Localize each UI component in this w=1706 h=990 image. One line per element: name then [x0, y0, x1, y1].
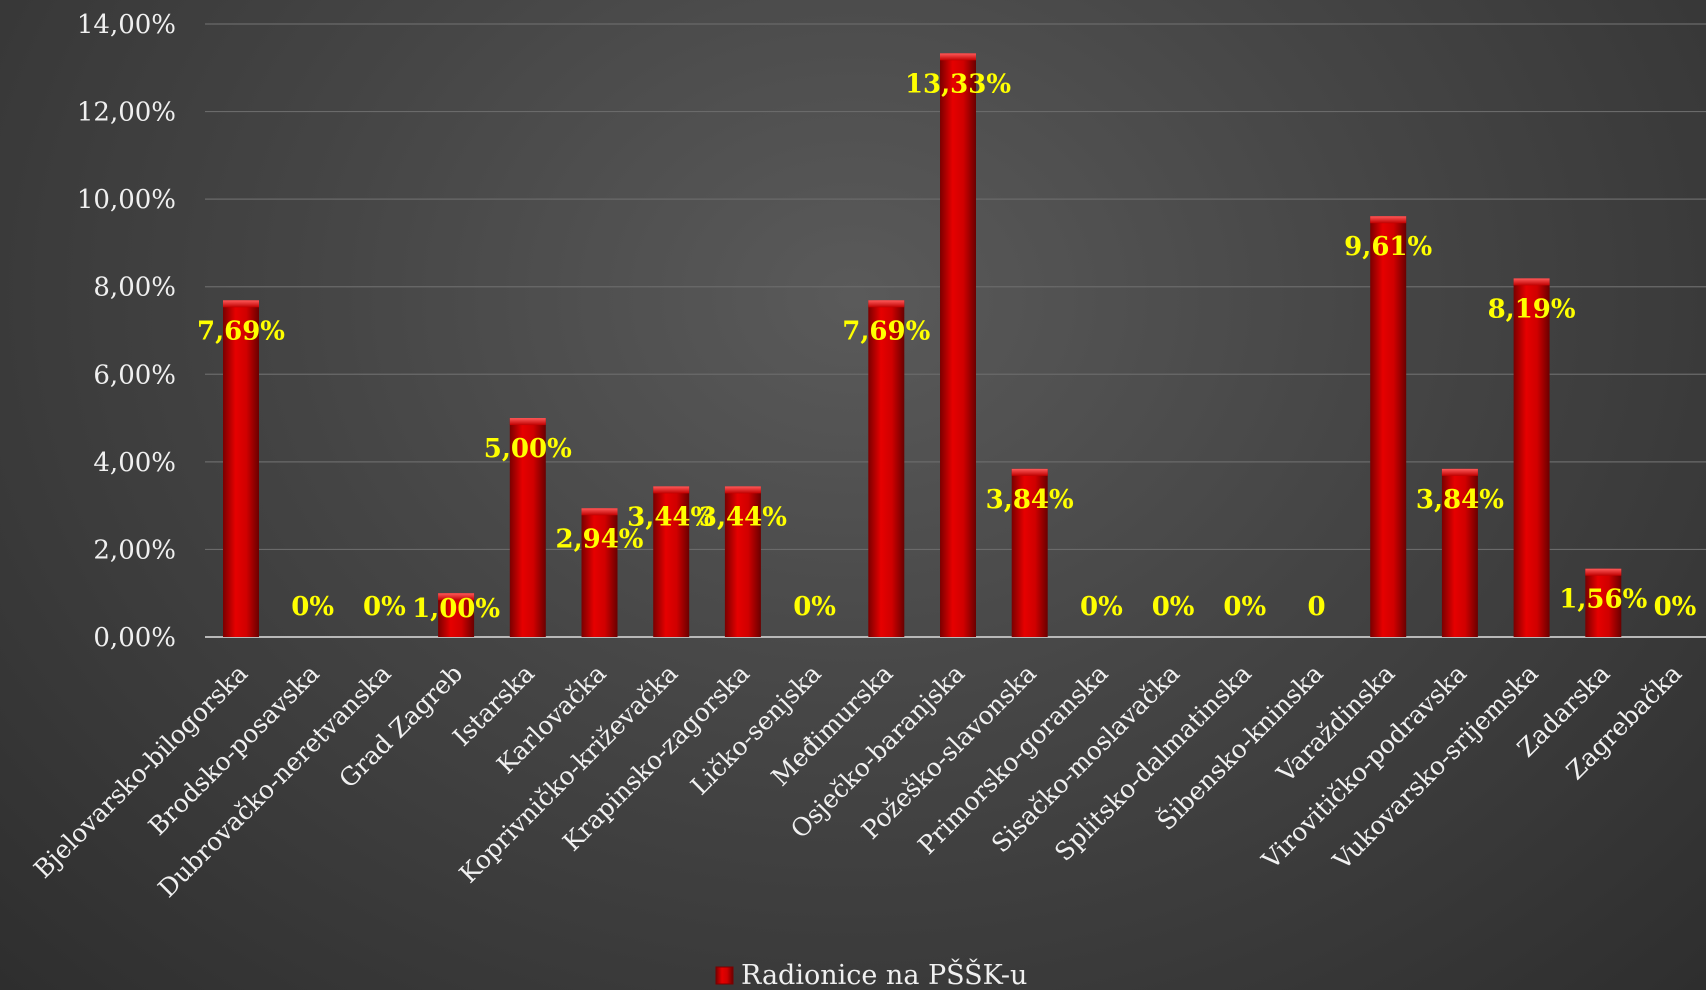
data-label: 9,61% — [1344, 232, 1432, 262]
bar — [868, 300, 905, 637]
bar — [223, 300, 259, 637]
bar-top — [1370, 216, 1407, 224]
x-tick-label: Ličko-senjska — [685, 659, 827, 801]
y-tick-label: 14,00% — [77, 10, 176, 40]
y-tick-label: 0,00% — [93, 623, 176, 653]
bar-top — [653, 486, 690, 494]
bar — [509, 418, 546, 637]
y-tick-label: 10,00% — [77, 185, 176, 215]
bar — [438, 593, 475, 637]
bar — [1585, 568, 1622, 637]
data-label: 3,44% — [627, 502, 715, 532]
bar-top — [868, 300, 905, 308]
data-label: 3,84% — [986, 485, 1074, 515]
bar-top — [1441, 468, 1478, 476]
data-label: 0% — [1080, 592, 1123, 622]
data-label: 1,56% — [1559, 585, 1647, 615]
bar-top — [1585, 568, 1622, 576]
legend: Radionice na PŠŠK-u — [715, 957, 1027, 990]
legend-swatch — [715, 966, 734, 985]
x-axis-categories: Bjelovarsko-bilogorskaBrodsko-posavskaDu… — [28, 659, 1687, 903]
data-label: 0 — [1307, 592, 1325, 622]
bar-top — [1513, 278, 1550, 286]
bar-top — [1011, 468, 1048, 476]
y-tick-label: 8,00% — [93, 273, 176, 303]
y-tick-label: 4,00% — [93, 448, 176, 478]
bar-top — [509, 418, 546, 426]
data-label: 0% — [1152, 592, 1195, 622]
bar — [1441, 468, 1478, 637]
data-labels: 7,69%0% 0% 1,00%5,00%2,94%3,44%3,44%0%7,69… — [197, 69, 1697, 624]
bar-top — [724, 486, 761, 494]
bar — [940, 53, 976, 638]
y-axis: 0,00% 2,00% 4,00% 6,00% 8,00% 10,00% 12,00% 14,… — [77, 10, 1706, 653]
y-tick-label: 12,00% — [77, 98, 176, 128]
data-label: 3,44% — [699, 502, 787, 532]
legend-label: Radionice na PŠŠK-u — [741, 957, 1027, 990]
x-tick-label: Grad Zagreb — [333, 659, 468, 794]
data-label: 0% — [363, 592, 406, 622]
data-label: 0% — [1654, 592, 1697, 622]
bar-top — [940, 53, 976, 61]
data-label: 3,84% — [1416, 485, 1504, 515]
data-label: 5,00% — [484, 434, 572, 464]
data-label: 0% — [291, 592, 334, 622]
data-label: 1,00% — [412, 594, 500, 624]
bar — [581, 508, 618, 637]
data-label: 0% — [793, 592, 836, 622]
data-label: 2,94% — [555, 524, 643, 554]
bar-top — [438, 593, 475, 601]
bar — [1370, 216, 1407, 637]
data-label: 7,69% — [197, 316, 285, 346]
y-tick-label: 6,00% — [93, 360, 176, 390]
bar — [653, 486, 690, 637]
bar — [1011, 468, 1048, 637]
bar — [724, 486, 761, 637]
bar — [1513, 278, 1550, 637]
bar-top — [223, 300, 259, 308]
data-label: 13,33% — [905, 69, 1011, 99]
bar-series — [223, 53, 1622, 638]
data-label: 7,69% — [842, 316, 930, 346]
data-label: 0% — [1223, 592, 1266, 622]
y-tick-label: 2,00% — [93, 535, 176, 565]
data-label: 8,19% — [1488, 294, 1576, 324]
bar-top — [581, 508, 618, 516]
